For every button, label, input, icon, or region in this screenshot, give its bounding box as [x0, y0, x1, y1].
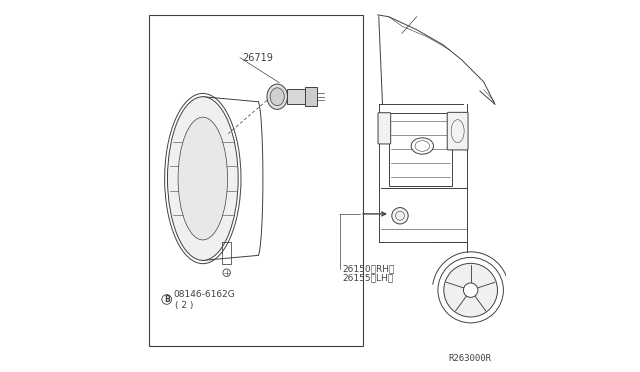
Circle shape: [463, 283, 478, 297]
Text: 26719: 26719: [242, 53, 273, 62]
FancyBboxPatch shape: [378, 113, 390, 144]
Text: 26155〈LH〉: 26155〈LH〉: [342, 273, 394, 282]
Text: 26150〈RH〉: 26150〈RH〉: [342, 264, 395, 273]
Circle shape: [162, 295, 172, 304]
Bar: [389, 113, 452, 186]
Circle shape: [223, 269, 230, 276]
Ellipse shape: [411, 138, 433, 154]
Bar: [149, 15, 363, 346]
Ellipse shape: [178, 117, 228, 240]
Circle shape: [444, 263, 497, 317]
Ellipse shape: [168, 97, 238, 260]
Circle shape: [396, 211, 404, 220]
Circle shape: [438, 257, 504, 323]
Circle shape: [392, 208, 408, 224]
Bar: [305, 87, 317, 106]
Ellipse shape: [270, 88, 284, 106]
Text: ( 2 ): ( 2 ): [175, 301, 194, 310]
FancyBboxPatch shape: [447, 112, 468, 150]
Bar: [287, 89, 305, 104]
Text: R263000R: R263000R: [448, 354, 491, 363]
Text: B: B: [164, 295, 170, 304]
Ellipse shape: [267, 84, 287, 109]
Text: 08146-6162G: 08146-6162G: [173, 291, 235, 299]
